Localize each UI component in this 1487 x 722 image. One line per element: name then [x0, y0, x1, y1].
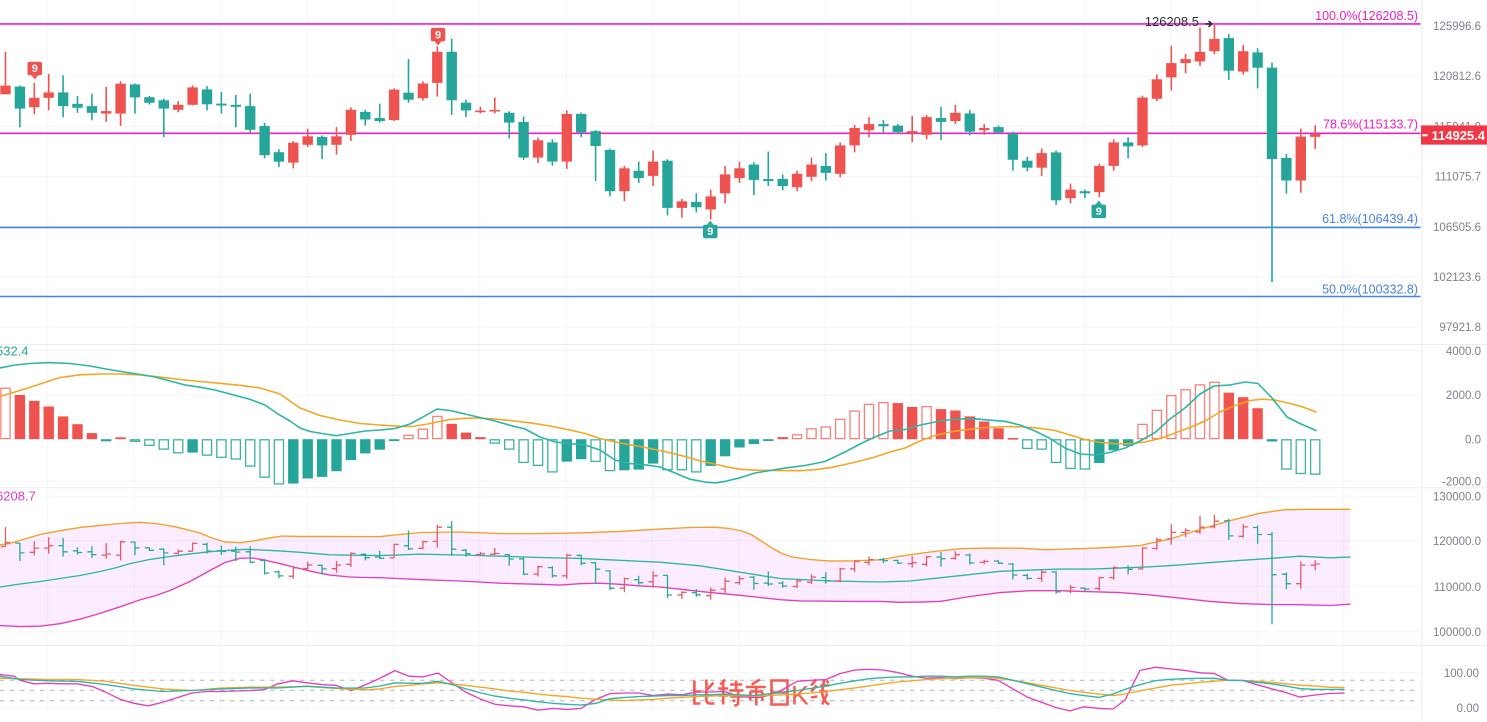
- svg-text:9: 9: [707, 226, 713, 238]
- svg-text:-2000.0: -2000.0: [1442, 477, 1481, 489]
- svg-text:100000.0: 100000.0: [1433, 627, 1481, 639]
- svg-text:9: 9: [435, 29, 441, 41]
- svg-text:110000.0: 110000.0: [1434, 582, 1481, 594]
- svg-text:100.00: 100.00: [1444, 668, 1479, 680]
- svg-text:120812.6: 120812.6: [1433, 71, 1481, 83]
- svg-text:9: 9: [1096, 206, 1102, 218]
- svg-text:114925.4: 114925.4: [1432, 128, 1486, 143]
- svg-text:106505.6: 106505.6: [1433, 222, 1481, 234]
- svg-text:4000.0: 4000.0: [1446, 346, 1481, 358]
- svg-text:6208.7: 6208.7: [0, 489, 36, 504]
- svg-text:120000.0: 120000.0: [1433, 536, 1481, 548]
- svg-text:125996.6: 125996.6: [1433, 21, 1481, 33]
- svg-text:61.8%(106439.4): 61.8%(106439.4): [1322, 212, 1418, 226]
- svg-text:97921.8: 97921.8: [1439, 322, 1481, 334]
- svg-text:126208.5: 126208.5: [1145, 14, 1199, 29]
- svg-text:102123.6: 102123.6: [1433, 272, 1481, 284]
- svg-text:50.0%(100332.8): 50.0%(100332.8): [1322, 283, 1418, 297]
- svg-text:0.0: 0.0: [1465, 434, 1481, 446]
- svg-text:2000.0: 2000.0: [1446, 390, 1481, 402]
- svg-text:100.0%(126208.5): 100.0%(126208.5): [1315, 9, 1418, 23]
- svg-text:111075.7: 111075.7: [1435, 172, 1481, 184]
- svg-text:78.6%(115133.7): 78.6%(115133.7): [1323, 118, 1418, 132]
- svg-text:0.00: 0.00: [1457, 703, 1479, 715]
- svg-text:532.4: 532.4: [0, 344, 29, 359]
- svg-text:130000.0: 130000.0: [1433, 492, 1481, 504]
- svg-text:K: K: [791, 681, 809, 711]
- svg-text:9: 9: [32, 63, 38, 75]
